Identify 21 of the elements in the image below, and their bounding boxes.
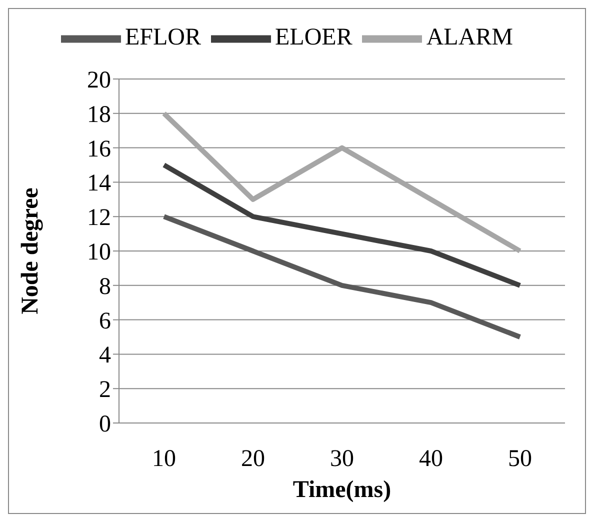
x-tick-label: 50 [508, 446, 532, 472]
x-tick-label: 10 [152, 446, 176, 472]
x-tick-label: 30 [330, 446, 354, 472]
y-tick-label: 0 [99, 412, 111, 438]
legend-label: ALARM [426, 24, 513, 51]
y-tick-label: 14 [87, 170, 111, 197]
legend-label: ELOER [275, 24, 352, 51]
y-tick-label: 16 [87, 136, 111, 162]
y-axis-title: Node degree [18, 187, 44, 314]
x-axis-title: Time(ms) [292, 477, 392, 503]
y-tick-label: 12 [87, 205, 111, 232]
y-tick-label: 2 [99, 377, 111, 404]
y-tick-label: 8 [99, 274, 111, 300]
y-tick-label: 18 [87, 102, 111, 128]
y-tick-label: 20 [87, 68, 111, 94]
x-tick-label: 40 [419, 446, 443, 472]
y-tick-label: 10 [87, 240, 111, 266]
legend-label: EFLOR [124, 24, 201, 51]
y-tick-label: 4 [99, 342, 111, 369]
x-tick-label: 20 [241, 446, 265, 472]
y-tick-label: 6 [99, 308, 111, 334]
